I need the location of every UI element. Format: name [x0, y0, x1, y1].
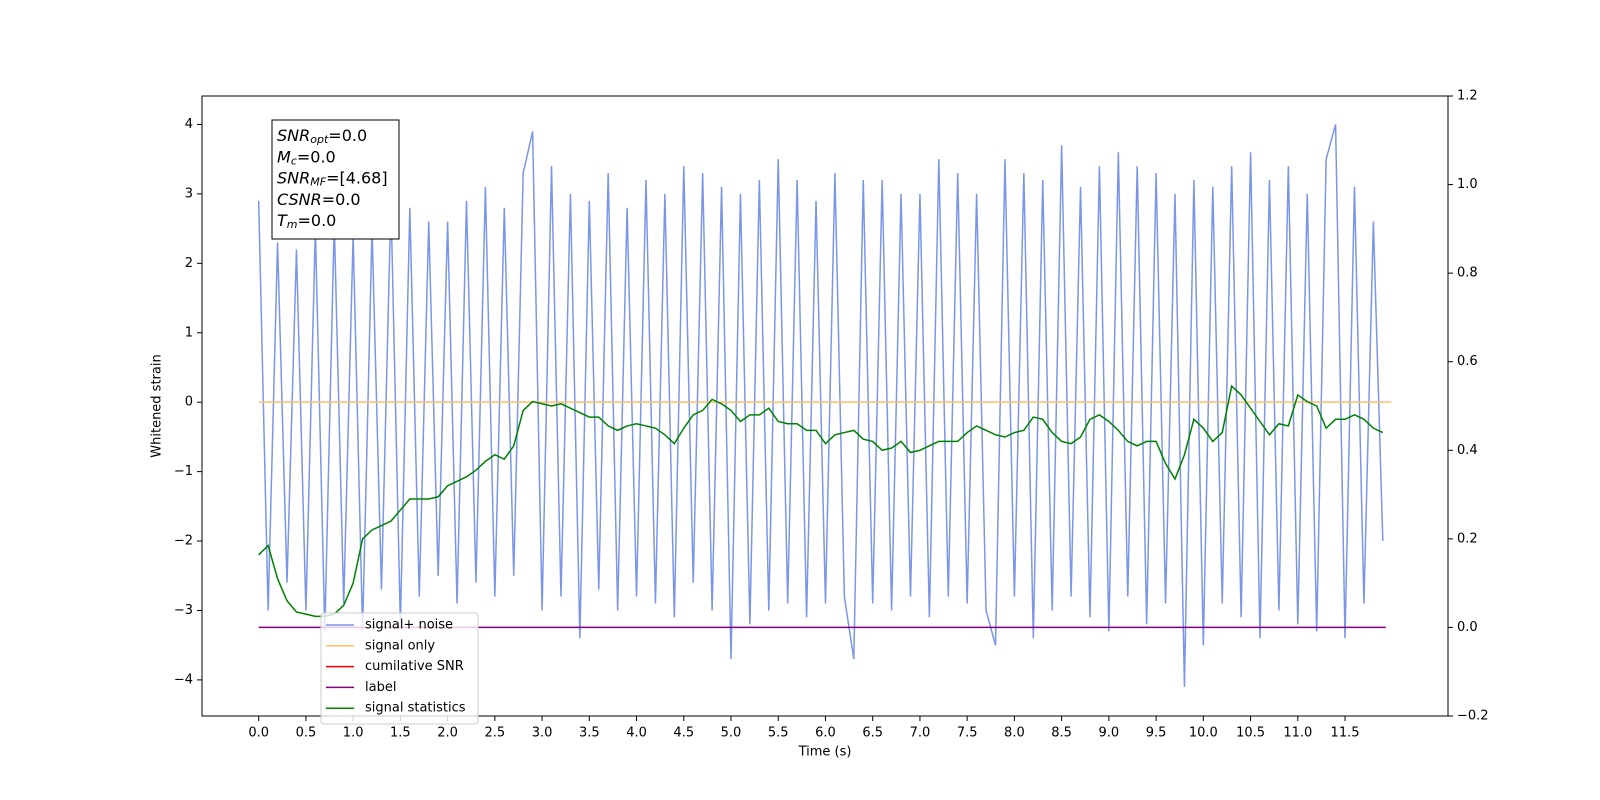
legend-label: signal statistics	[365, 701, 466, 716]
x-tick-label: 8.0	[1004, 726, 1025, 741]
y2-tick-label: 0.2	[1457, 531, 1478, 546]
x-tick-label: 0.0	[248, 726, 269, 741]
y2-tick-label: 0.4	[1457, 443, 1478, 458]
series-line	[258, 384, 1384, 618]
x-axis-label: Time (s)	[798, 745, 852, 760]
x-tick-label: 1.0	[343, 726, 364, 741]
annotation-symbol: SNR	[277, 168, 310, 187]
x-tick-label: 7.5	[957, 726, 978, 741]
annotation-line: CSNR=0.0	[277, 189, 361, 208]
y2-tick-label: 0.8	[1457, 266, 1478, 281]
y-axis-label: Whitened strain	[150, 354, 165, 457]
y2-tick-label: 0.6	[1457, 354, 1478, 369]
y2-tick-label: 1.0	[1457, 177, 1478, 192]
annotation-text: =[4.68]	[326, 168, 388, 187]
y2-tick-label: −0.2	[1457, 709, 1489, 724]
legend-label: label	[365, 680, 396, 695]
annotation-line: Tm=0.0	[277, 211, 336, 232]
annotation-symbol: SNR	[277, 126, 310, 145]
y-tick-label: 4	[185, 117, 193, 132]
y-tick-label: −2	[174, 534, 193, 549]
annotation-symbol: M	[277, 147, 291, 166]
x-tick-label: 9.5	[1146, 726, 1167, 741]
annotation-text: =0.0	[328, 126, 367, 145]
x-tick-label: 8.5	[1051, 726, 1072, 741]
x-tick-label: 3.5	[579, 726, 600, 741]
x-tick-label: 4.0	[626, 726, 647, 741]
legend: signal+ noise signal only cumilative SNR la…	[320, 612, 479, 725]
x-tick-label: 5.5	[768, 726, 789, 741]
x-tick-label: 11.5	[1331, 726, 1360, 741]
annotation-line: SNRMF=[4.68]	[277, 168, 388, 189]
y-tick-label: −4	[174, 672, 193, 687]
x-tick-label: 3.0	[532, 726, 553, 741]
y-tick-label: 0	[185, 395, 193, 410]
legend-label: signal only	[365, 638, 435, 653]
x-tick-label: 6.0	[815, 726, 836, 741]
axes-frame	[201, 95, 1449, 717]
legend-box	[320, 612, 479, 725]
x-tick-label: 6.5	[862, 726, 883, 741]
x-tick-label: 7.0	[910, 726, 931, 741]
annotation-line: Mc=0.0	[277, 147, 336, 168]
legend-label: cumilative SNR	[365, 659, 464, 674]
annotation-symbol: T	[277, 211, 288, 230]
y-tick-label: −1	[174, 464, 193, 479]
annotation-box	[271, 119, 400, 240]
y2-tick-label: 0.0	[1457, 620, 1478, 635]
y-tick-label: 1	[185, 325, 193, 340]
annotation-text: =0.0	[297, 147, 336, 166]
x-tick-label: 11.0	[1283, 726, 1312, 741]
x-tick-label: 0.5	[296, 726, 317, 741]
y-tick-label: 2	[185, 256, 193, 271]
annotation: SNRopt=0.0Mc=0.0SNRMF=[4.68]CSNR=0.0Tm=0…	[271, 119, 400, 240]
annotation-subscript: c	[291, 154, 297, 167]
y-tick-label: −3	[174, 603, 193, 618]
annotation-line: SNRopt=0.0	[277, 126, 367, 147]
x-tick-label: 10.5	[1236, 726, 1265, 741]
x-tick-label: 9.0	[1099, 726, 1120, 741]
annotation-subscript: opt	[310, 133, 329, 146]
legend-label: signal+ noise	[365, 618, 453, 633]
annotation-subscript: MF	[310, 176, 326, 189]
x-tick-label: 10.0	[1189, 726, 1218, 741]
y-tick-label: 3	[185, 186, 193, 201]
annotation-text: =0.0	[298, 211, 337, 230]
x-tick-label: 2.5	[484, 726, 505, 741]
annotation-subscript: m	[287, 218, 298, 231]
x-tick-label: 2.0	[437, 726, 458, 741]
annotation-symbol: CSNR	[277, 189, 322, 208]
x-tick-label: 1.5	[390, 726, 411, 741]
annotation-text: =0.0	[322, 189, 361, 208]
y2-tick-label: 1.2	[1457, 89, 1478, 104]
x-tick-label: 5.0	[721, 726, 742, 741]
x-tick-label: 4.5	[673, 726, 694, 741]
